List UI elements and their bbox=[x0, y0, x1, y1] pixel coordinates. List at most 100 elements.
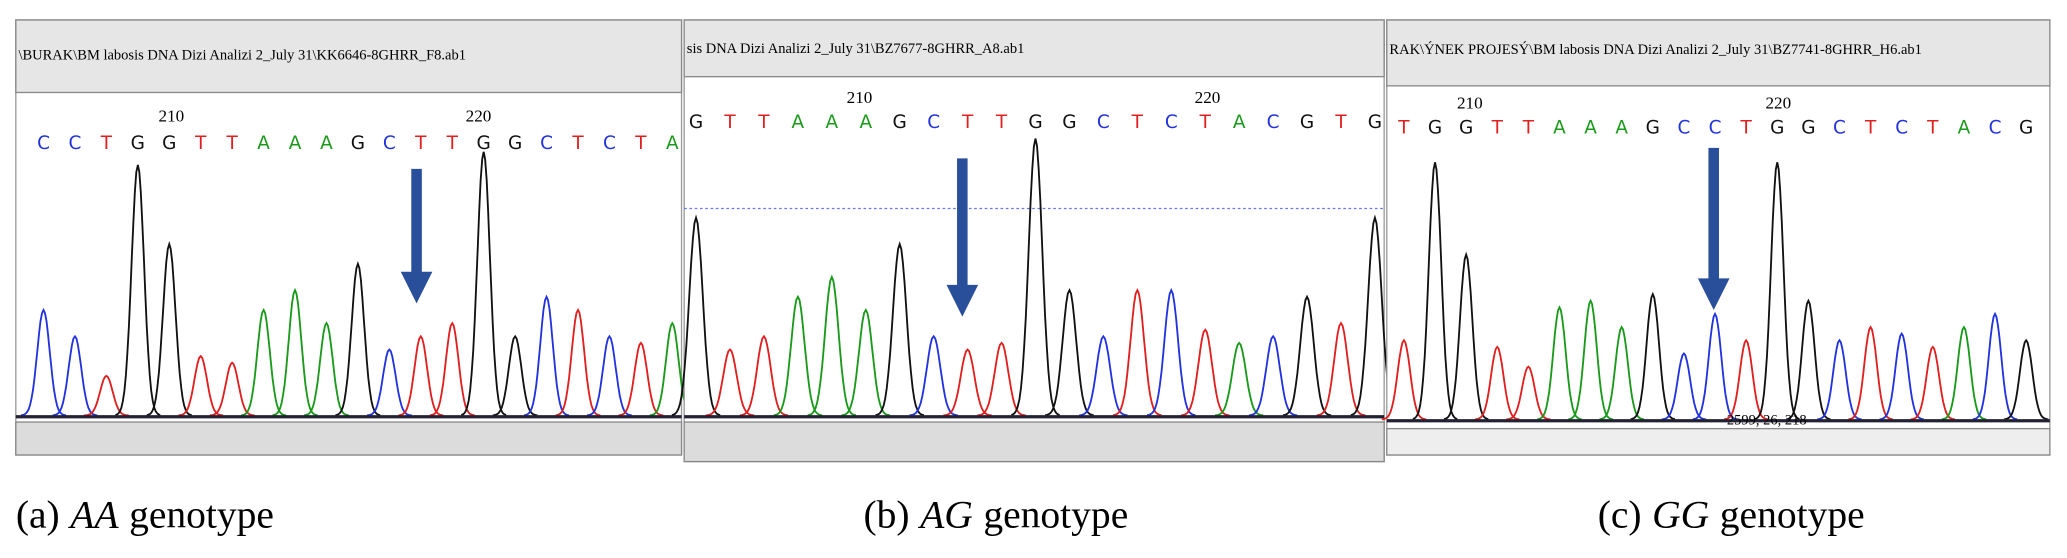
ruler-label: 210 bbox=[847, 88, 873, 107]
base-call: G bbox=[893, 112, 907, 133]
trace-peak bbox=[909, 334, 958, 417]
caption-label: (c) bbox=[1598, 492, 1642, 536]
trace-peak bbox=[83, 374, 129, 417]
trace-peak bbox=[1972, 311, 2018, 421]
trace-peak bbox=[1010, 138, 1060, 416]
snp-arrow-head bbox=[400, 271, 433, 304]
trace-peak bbox=[1754, 162, 1800, 420]
trace-peak bbox=[1692, 311, 1738, 421]
trace-peak bbox=[460, 151, 507, 416]
scroll-bar bbox=[1386, 427, 2051, 456]
base-call: C bbox=[603, 133, 616, 154]
base-call: A bbox=[257, 133, 270, 154]
base-call: C bbox=[1165, 112, 1178, 133]
trace-peak bbox=[1475, 345, 1520, 421]
trace-peak bbox=[1112, 288, 1162, 417]
trace-peak bbox=[146, 240, 192, 417]
snp-arrow-head bbox=[1697, 278, 1730, 310]
base-call: G bbox=[1646, 117, 1660, 138]
base-call: G bbox=[351, 133, 365, 154]
base-call: A bbox=[1615, 117, 1628, 138]
base-call: T bbox=[446, 133, 459, 154]
snp-arrow-head bbox=[946, 284, 979, 317]
base-call: A bbox=[1233, 112, 1246, 133]
trace-peak bbox=[523, 294, 570, 417]
trace-peak bbox=[1568, 298, 1613, 421]
trace-peak bbox=[1817, 338, 1862, 421]
base-call: T bbox=[1397, 117, 1410, 138]
trace-peak bbox=[52, 334, 98, 417]
base-call: T bbox=[995, 112, 1008, 133]
panel-caption: (b) AG genotype bbox=[863, 492, 1128, 536]
trace-peak bbox=[20, 307, 67, 417]
chromatogram-panel: RAK\ÝNEK PROJESÝ\BM labosis DNA Dizi Ana… bbox=[1381, 19, 2051, 536]
base-call: G bbox=[508, 133, 522, 154]
base-call: G bbox=[689, 112, 703, 133]
base-call: G bbox=[1770, 117, 1784, 138]
base-call: G bbox=[477, 133, 491, 154]
file-header-bar bbox=[683, 19, 1385, 78]
trace-peak bbox=[586, 334, 632, 417]
trace-peak bbox=[1723, 338, 1769, 421]
scroll-bar bbox=[15, 421, 683, 456]
base-call: C bbox=[1833, 117, 1846, 138]
base-call: T bbox=[1334, 112, 1347, 133]
file-path: \BURAK\BM labosis DNA Dizi Analizi 2_Jul… bbox=[18, 48, 465, 64]
base-call: C bbox=[1677, 117, 1690, 138]
base-call: T bbox=[571, 133, 584, 154]
trace-peak bbox=[1786, 298, 1831, 421]
ruler-label: 210 bbox=[159, 106, 185, 125]
base-call: C bbox=[540, 133, 553, 154]
base-call: C bbox=[37, 133, 50, 154]
trace-peak bbox=[1180, 328, 1230, 417]
trace-peak bbox=[1381, 338, 1427, 421]
base-call: C bbox=[1895, 117, 1908, 138]
base-call: G bbox=[1028, 112, 1042, 133]
file-header-bar bbox=[15, 19, 683, 94]
trace-peak bbox=[555, 307, 601, 417]
base-call: T bbox=[1491, 117, 1504, 138]
base-call: A bbox=[1958, 117, 1971, 138]
ruler-label: 210 bbox=[1457, 93, 1483, 112]
base-call: C bbox=[1267, 112, 1280, 133]
trace-peak bbox=[1045, 288, 1094, 417]
base-call: C bbox=[1097, 112, 1110, 133]
file-path: RAK\ÝNEK PROJESÝ\BM labosis DNA Dizi Ana… bbox=[1389, 41, 1922, 58]
base-call: A bbox=[666, 133, 679, 154]
trace-peak bbox=[2003, 338, 2049, 421]
base-call: A bbox=[1553, 117, 1566, 138]
base-call: G bbox=[1459, 117, 1473, 138]
base-call: C bbox=[1709, 117, 1722, 138]
file-header-bar bbox=[1386, 19, 2051, 87]
base-call: G bbox=[1062, 112, 1076, 133]
trace-peak bbox=[1282, 294, 1332, 417]
caption-suffix: genotype bbox=[129, 492, 274, 536]
base-call: C bbox=[383, 133, 396, 154]
base-call: C bbox=[1989, 117, 2002, 138]
base-call: T bbox=[961, 112, 974, 133]
ruler-label: 220 bbox=[1765, 93, 1791, 112]
base-call: T bbox=[1199, 112, 1212, 133]
chromatogram-panel: \BURAK\BM labosis DNA Dizi Analizi 2_Jul… bbox=[15, 19, 695, 536]
trace-peak bbox=[178, 354, 224, 417]
trace-peak bbox=[429, 321, 475, 417]
base-call: G bbox=[1801, 117, 1815, 138]
caption-suffix: genotype bbox=[983, 492, 1128, 536]
base-call: T bbox=[414, 133, 427, 154]
trace-peak bbox=[773, 294, 823, 417]
ruler-label: 220 bbox=[466, 106, 492, 125]
caption-suffix: genotype bbox=[1720, 492, 1865, 536]
base-call: G bbox=[131, 133, 145, 154]
caption-label: (b) bbox=[863, 492, 909, 536]
trace-peak bbox=[1630, 291, 1676, 421]
base-call: T bbox=[100, 133, 113, 154]
trace-peak bbox=[272, 287, 318, 417]
base-call: G bbox=[1428, 117, 1442, 138]
cursor-readout: 2599, 26, 218 bbox=[1727, 413, 1807, 429]
trace-peak bbox=[671, 214, 721, 417]
caption-genotype: AG bbox=[917, 492, 973, 536]
caption-genotype: AA bbox=[67, 492, 119, 536]
trace-peak bbox=[115, 164, 161, 416]
trace-peak bbox=[1941, 325, 1987, 421]
